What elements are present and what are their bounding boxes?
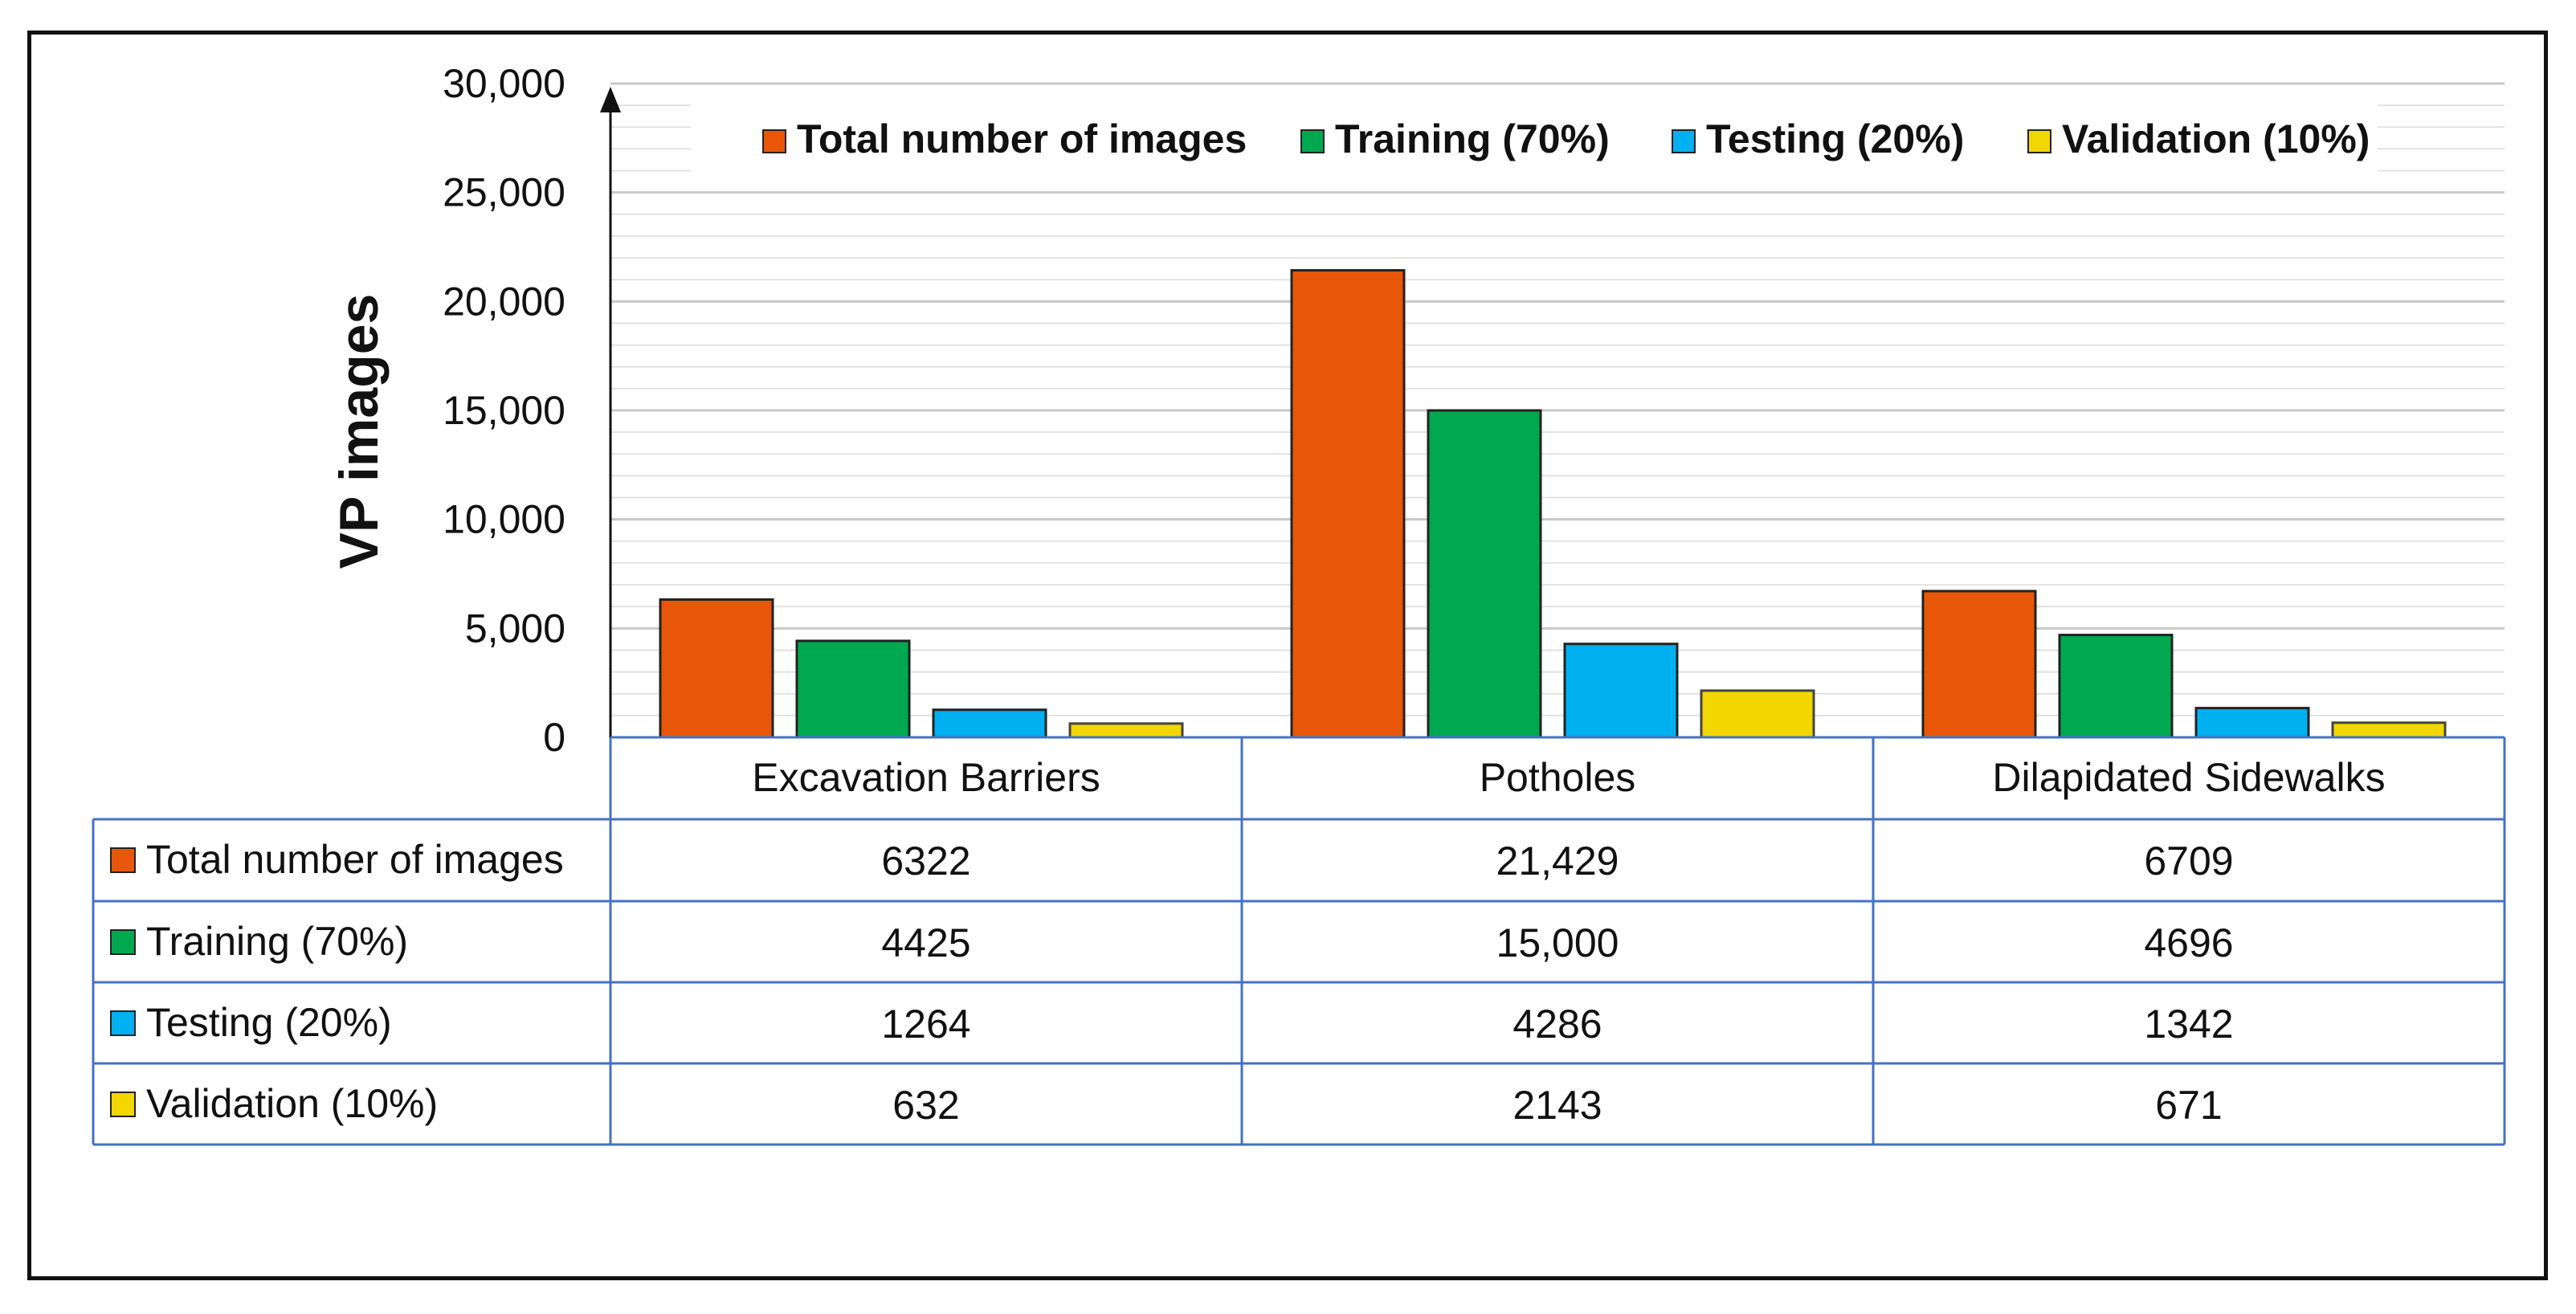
y-tick-label: 25,000 [443,170,565,215]
y-axis-arrow [600,87,621,112]
legend-label: Validation (10%) [2062,116,2370,161]
y-tick-label: 30,000 [443,61,565,106]
y-tick-label: 15,000 [443,388,565,433]
bar-training-70--1 [1427,409,1542,739]
y-tick-label: 5,000 [465,606,565,651]
legend-label: Total number of images [797,116,1247,161]
axes: 0 5,000 10,000 15,000 20,000 25,000 30,000 VP i… [329,61,621,760]
table-value-cell: 2143 [1513,1083,1602,1128]
table-row-label: Testing (20%) [146,1000,392,1045]
legend-swatch [2027,129,2051,153]
table-value-cell: 1264 [881,1002,970,1047]
table-header-cell: Potholes [1480,755,1636,800]
table-value-cell: 632 [892,1083,959,1128]
table-header-cell: Excavation Barriers [752,755,1100,800]
legend-label: Training (70%) [1335,116,1610,161]
table-value-cell: 4286 [1513,1002,1602,1047]
legend-background [691,103,2378,183]
y-axis-label: VP images [329,294,390,569]
bars [659,269,2447,739]
table-row-swatch [110,1010,136,1036]
table-row-swatch [110,929,136,955]
figure-frame [27,31,2548,1280]
bar-testing-20--1 [1563,643,1679,739]
table-row-label: Total number of images [146,837,564,882]
table-header-cell: Dilapidated Sidewalks [1992,755,2385,800]
table-value-cell: 21,429 [1496,839,1619,883]
table-value-cell: 6709 [2144,839,2233,883]
table-row-label: Training (70%) [146,919,408,964]
table-row-label: Validation (10%) [146,1081,438,1126]
bar-testing-20--2 [2194,707,2310,739]
legend: Total number of images Training (70%) Test… [691,103,2378,183]
bar-validation-10--0 [1068,722,1184,739]
legend-label: Testing (20%) [1706,116,1964,161]
bar-training-70--0 [795,639,911,739]
table-row-swatch [110,847,136,873]
bar-total-number-of-images-0 [659,598,774,739]
bar-validation-10--2 [2331,721,2447,739]
bar-testing-20--0 [932,708,1047,739]
table-row-swatch [110,1092,136,1117]
y-tick-label: 20,000 [443,279,565,324]
legend-swatch [1672,129,1696,153]
y-tick-label: 0 [543,715,565,760]
bar-validation-10--1 [1700,689,1815,739]
bar-total-number-of-images-2 [1921,590,2037,739]
table-value-cell: 4696 [2144,920,2233,965]
y-tick-label: 10,000 [443,497,565,542]
bar-total-number-of-images-1 [1290,269,1406,739]
legend-swatch [1300,129,1325,153]
table-value-cell: 6322 [881,839,970,883]
bar-training-70--2 [2058,634,2174,739]
table-value-cell: 671 [2155,1083,2222,1128]
data-table: Excavation Barriers Potholes Dilapidated S… [92,736,2506,1146]
table-value-cell: 4425 [881,920,970,965]
table-value-cell: 15,000 [1496,920,1619,965]
table-value-cell: 1342 [2144,1002,2233,1047]
legend-swatch [762,129,786,153]
